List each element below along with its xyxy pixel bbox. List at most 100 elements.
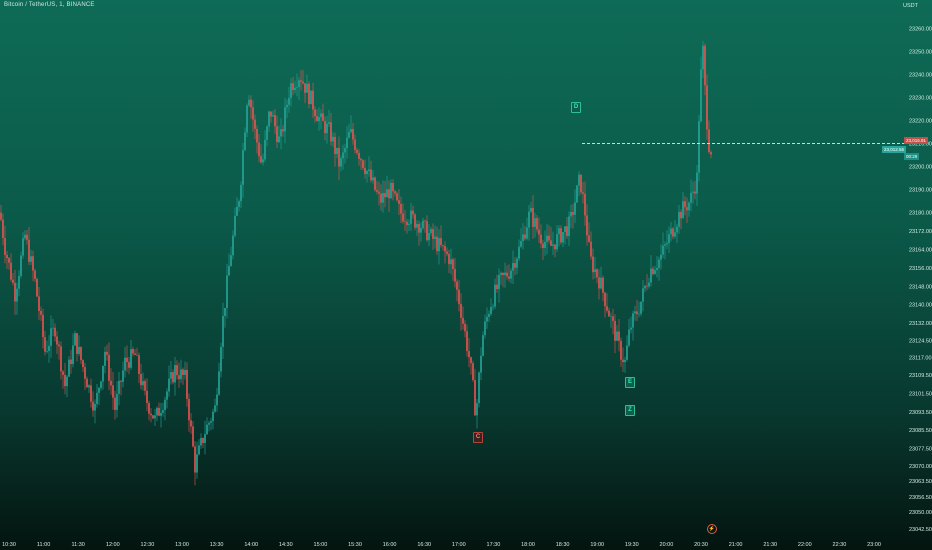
candle-body bbox=[442, 245, 444, 246]
candle-body bbox=[694, 191, 696, 194]
candle-body bbox=[110, 380, 112, 386]
candle-body bbox=[238, 201, 240, 207]
candle-body bbox=[482, 335, 484, 356]
candle-body bbox=[336, 147, 338, 154]
candle-body bbox=[290, 83, 292, 98]
candle-body bbox=[44, 337, 46, 352]
candle-body bbox=[470, 357, 472, 364]
candle-body bbox=[636, 311, 638, 315]
candle-body bbox=[322, 113, 324, 121]
candle-body bbox=[438, 238, 440, 252]
candle-body bbox=[266, 126, 268, 140]
candle-body bbox=[298, 80, 300, 88]
candle-body bbox=[210, 421, 212, 423]
candle-body bbox=[218, 371, 220, 395]
candle-body bbox=[264, 139, 266, 160]
candle-body bbox=[630, 327, 632, 330]
candle-body bbox=[308, 83, 310, 105]
candle-body bbox=[134, 353, 136, 355]
candle-body bbox=[260, 156, 262, 163]
candle-body bbox=[172, 372, 174, 383]
x-tick-label: 19:00 bbox=[590, 542, 604, 548]
candle-body bbox=[148, 402, 150, 414]
candle-body bbox=[310, 90, 312, 105]
x-tick-label: 18:30 bbox=[556, 542, 570, 548]
candle-body bbox=[34, 270, 36, 279]
candle-body bbox=[56, 336, 58, 345]
candle-body bbox=[410, 210, 412, 224]
candle-body bbox=[112, 385, 114, 398]
y-tick-label: 23077.50 bbox=[909, 447, 932, 453]
y-tick-label: 23101.50 bbox=[909, 391, 932, 397]
candle-body bbox=[570, 212, 572, 217]
candle-body bbox=[190, 420, 192, 427]
x-tick-label: 14:00 bbox=[244, 542, 258, 548]
candle-body bbox=[94, 403, 96, 411]
candle-body bbox=[494, 284, 496, 307]
candle-body bbox=[604, 292, 606, 307]
candle-body bbox=[28, 239, 30, 262]
candle-body bbox=[282, 129, 284, 132]
candle-body bbox=[82, 360, 84, 368]
candle-body bbox=[356, 150, 358, 153]
candle-body bbox=[140, 374, 142, 386]
candle-body bbox=[78, 346, 80, 354]
candle-body bbox=[394, 191, 396, 194]
candle-body bbox=[230, 255, 232, 267]
candle-body bbox=[358, 152, 360, 159]
candle-body bbox=[568, 216, 570, 236]
candle-body bbox=[242, 150, 244, 185]
candle-body bbox=[232, 235, 234, 256]
candle-body bbox=[542, 243, 544, 248]
candle-body bbox=[488, 313, 490, 317]
candle-body bbox=[68, 359, 70, 377]
candle-body bbox=[178, 375, 180, 380]
candle-body bbox=[46, 351, 48, 352]
candle-body bbox=[380, 193, 382, 203]
candle-body bbox=[246, 105, 248, 133]
candle-body bbox=[642, 288, 644, 302]
candle-body bbox=[372, 177, 374, 181]
candle-body bbox=[682, 201, 684, 219]
candle-body bbox=[312, 90, 314, 110]
candle-body bbox=[316, 116, 318, 122]
candle-body bbox=[538, 229, 540, 235]
candle-body bbox=[622, 359, 624, 363]
candle-body bbox=[404, 221, 406, 223]
candle-body bbox=[522, 234, 524, 242]
candle-body bbox=[288, 97, 290, 105]
candle-body bbox=[370, 169, 372, 181]
candle-body bbox=[692, 191, 694, 193]
candle-body bbox=[472, 363, 474, 381]
lightning-icon[interactable]: ⚡ bbox=[707, 524, 717, 534]
y-tick-label: 23260.00 bbox=[909, 26, 932, 32]
candle-body bbox=[376, 189, 378, 192]
x-tick-label: 17:00 bbox=[452, 542, 466, 548]
candle-body bbox=[588, 235, 590, 242]
candle-body bbox=[50, 328, 52, 346]
candle-body bbox=[216, 394, 218, 406]
candle-body bbox=[262, 159, 264, 163]
candle-body bbox=[338, 147, 340, 167]
candle-body bbox=[392, 182, 394, 192]
candle-body bbox=[662, 245, 664, 255]
candle-body bbox=[634, 311, 636, 314]
candle-body bbox=[444, 245, 446, 252]
candle-body bbox=[586, 215, 588, 236]
candle-body bbox=[248, 99, 250, 106]
candle-body bbox=[554, 244, 556, 250]
candle-body bbox=[144, 381, 146, 391]
x-tick-label: 22:00 bbox=[798, 542, 812, 548]
candle-body bbox=[158, 407, 160, 416]
candle-body bbox=[424, 220, 426, 222]
candle-body bbox=[402, 213, 404, 222]
candle-body bbox=[326, 123, 328, 134]
candle-body bbox=[556, 234, 558, 250]
y-tick-label: 23109.50 bbox=[909, 373, 932, 379]
wave-label-c: C bbox=[473, 432, 483, 443]
y-tick-label: 23117.00 bbox=[909, 356, 932, 362]
candle-body bbox=[320, 113, 322, 118]
x-tick-label: 21:30 bbox=[763, 542, 777, 548]
